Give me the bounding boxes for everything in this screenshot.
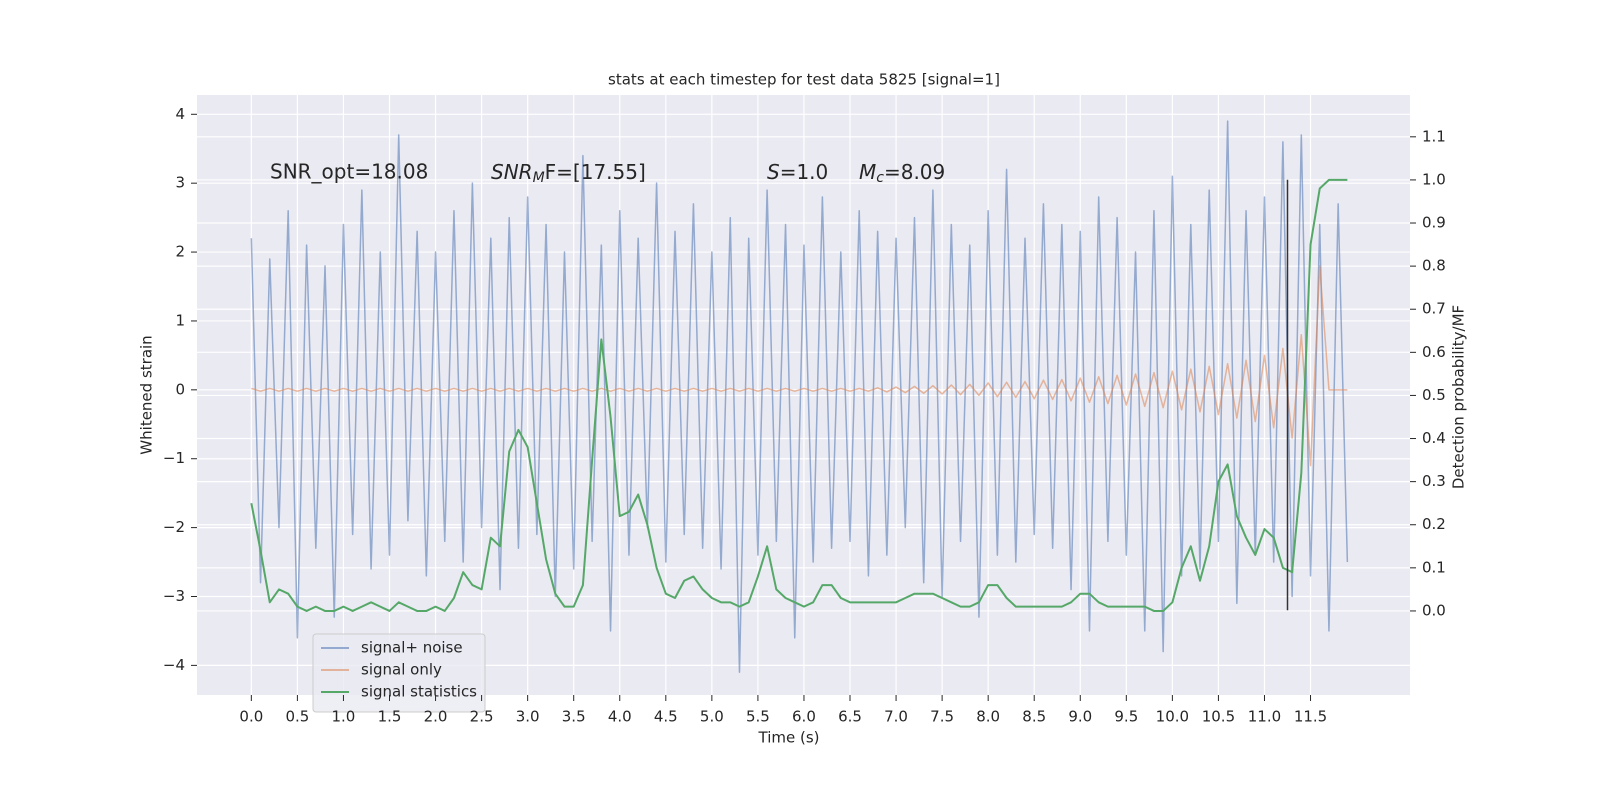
y2-tick-label: 0.9 xyxy=(1422,214,1446,232)
annotation-part: M xyxy=(859,160,876,184)
line-series xyxy=(250,178,1348,612)
x-tick-label: 1.5 xyxy=(378,708,402,726)
y2-tick-label: 0.0 xyxy=(1422,601,1446,619)
y2-tick-label: 0.4 xyxy=(1422,429,1446,447)
x-tick-label: 5.5 xyxy=(746,708,770,726)
annotation-part: c xyxy=(876,170,884,186)
legend-box xyxy=(312,633,486,713)
chart-title: stats at each timestep for test data 582… xyxy=(608,71,1000,89)
x-tick-label: 5.0 xyxy=(700,708,724,726)
y2-tick-label: 1.1 xyxy=(1422,127,1446,145)
y-tick-label: 4 xyxy=(175,105,185,123)
y-axis-label: Whitened strain xyxy=(138,335,156,454)
x-tick-label: 4.0 xyxy=(608,708,632,726)
y-tick-label: 2 xyxy=(175,243,185,261)
y2-tick-label: 1.0 xyxy=(1422,170,1446,188)
annotation-part: =1.0 xyxy=(780,160,829,184)
legend-label: signal+ noise xyxy=(361,639,463,657)
y2-tick-label: 0.5 xyxy=(1422,386,1446,404)
legend: signal+ noise signal only signal statistic… xyxy=(312,633,486,713)
x-tick-label: 11.5 xyxy=(1294,708,1327,726)
y2-axis-label: Detection probability/MF xyxy=(1450,305,1468,489)
x-tick-label: 0.5 xyxy=(285,708,309,726)
annotation-part: S xyxy=(767,160,780,184)
y2-tick-label: 0.6 xyxy=(1422,343,1446,361)
y-tick-label: −3 xyxy=(163,587,185,605)
y-tick-label: 1 xyxy=(175,311,185,329)
x-tick-label: 7.0 xyxy=(884,708,908,726)
x-tick-label: 3.5 xyxy=(562,708,586,726)
annotation: S=1.0 xyxy=(767,160,828,184)
legend-label: signal only xyxy=(361,661,442,679)
y-tick-label: −1 xyxy=(163,449,185,467)
line-series xyxy=(250,120,1349,674)
annotation-part: =8.09 xyxy=(884,160,945,184)
x-tick-label: 1.0 xyxy=(332,708,356,726)
x-tick-label: 2.5 xyxy=(470,708,494,726)
x-tick-label: 10.0 xyxy=(1156,708,1189,726)
x-tick-label: 6.0 xyxy=(792,708,816,726)
annotation: SNR_opt=18.08 xyxy=(270,160,428,184)
x-tick-label: 9.0 xyxy=(1068,708,1092,726)
x-tick-label: 10.5 xyxy=(1202,708,1235,726)
annotation-part: SNR xyxy=(491,160,533,184)
x-tick-label: 6.5 xyxy=(838,708,862,726)
x-tick-label: 2.0 xyxy=(424,708,448,726)
y-tick-label: 0 xyxy=(175,380,185,398)
y2-tick-label: 0.7 xyxy=(1422,300,1446,318)
y-tick-label: −2 xyxy=(163,518,185,536)
annotation: SNRMF=[17.55] xyxy=(491,160,646,187)
annotation: Mc=8.09 xyxy=(859,160,945,187)
x-tick-label: 8.5 xyxy=(1022,708,1046,726)
x-tick-label: 3.0 xyxy=(516,708,540,726)
x-tick-label: 9.5 xyxy=(1114,708,1138,726)
annotation-part: F=[17.55] xyxy=(545,160,646,184)
legend-label: signal statistics xyxy=(361,683,477,701)
x-tick-label: 0.0 xyxy=(239,708,263,726)
x-axis-label: Time (s) xyxy=(758,729,820,747)
x-tick-label: 7.5 xyxy=(930,708,954,726)
y-tick-label: 3 xyxy=(175,174,185,192)
marks xyxy=(250,120,1349,674)
y2-tick-label: 0.1 xyxy=(1422,558,1446,576)
x-tick-label: 11.0 xyxy=(1248,708,1281,726)
x-tick-label: 8.0 xyxy=(976,708,1000,726)
y-tick-label: −4 xyxy=(163,656,185,674)
line-series xyxy=(251,265,1348,467)
y2-tick-label: 0.8 xyxy=(1422,257,1446,275)
y2-tick-label: 0.3 xyxy=(1422,472,1446,490)
annotation-part: M xyxy=(533,170,545,186)
x-tick-label: 4.5 xyxy=(654,708,678,726)
y2-tick-label: 0.2 xyxy=(1422,515,1446,533)
